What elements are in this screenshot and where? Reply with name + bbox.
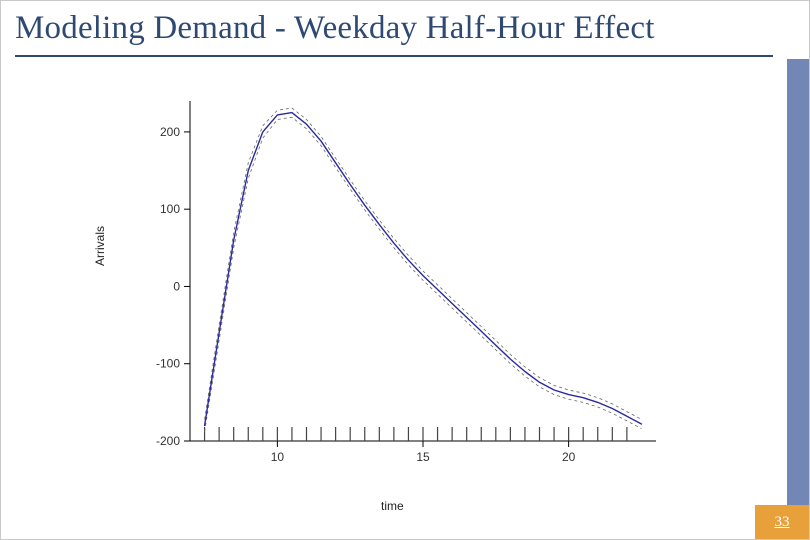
chart: -200 -100 0 100 200 10 15 20 (126, 91, 666, 491)
y-tick-label: -100 (156, 357, 180, 371)
x-tick-label: 10 (271, 450, 285, 464)
page-number: 33 (775, 514, 790, 531)
x-tick-label: 20 (562, 450, 576, 464)
slide-title: Modeling Demand - Weekday Half-Hour Effe… (15, 9, 655, 49)
y-tick-label: -200 (156, 434, 180, 448)
y-axis-label: Arrivals (93, 226, 107, 266)
chart-svg: -200 -100 0 100 200 10 15 20 (126, 91, 666, 491)
y-tick-label: 200 (160, 125, 180, 139)
slide: Modeling Demand - Weekday Half-Hour Effe… (0, 0, 810, 540)
y-tick-label: 0 (173, 279, 180, 293)
y-tick-label: 100 (160, 202, 180, 216)
side-accent-bar (787, 59, 809, 505)
x-axis-label: time (381, 499, 404, 513)
x-tick-label: 15 (416, 450, 430, 464)
title-underline (15, 55, 773, 57)
page-number-badge: 33 (755, 505, 809, 539)
